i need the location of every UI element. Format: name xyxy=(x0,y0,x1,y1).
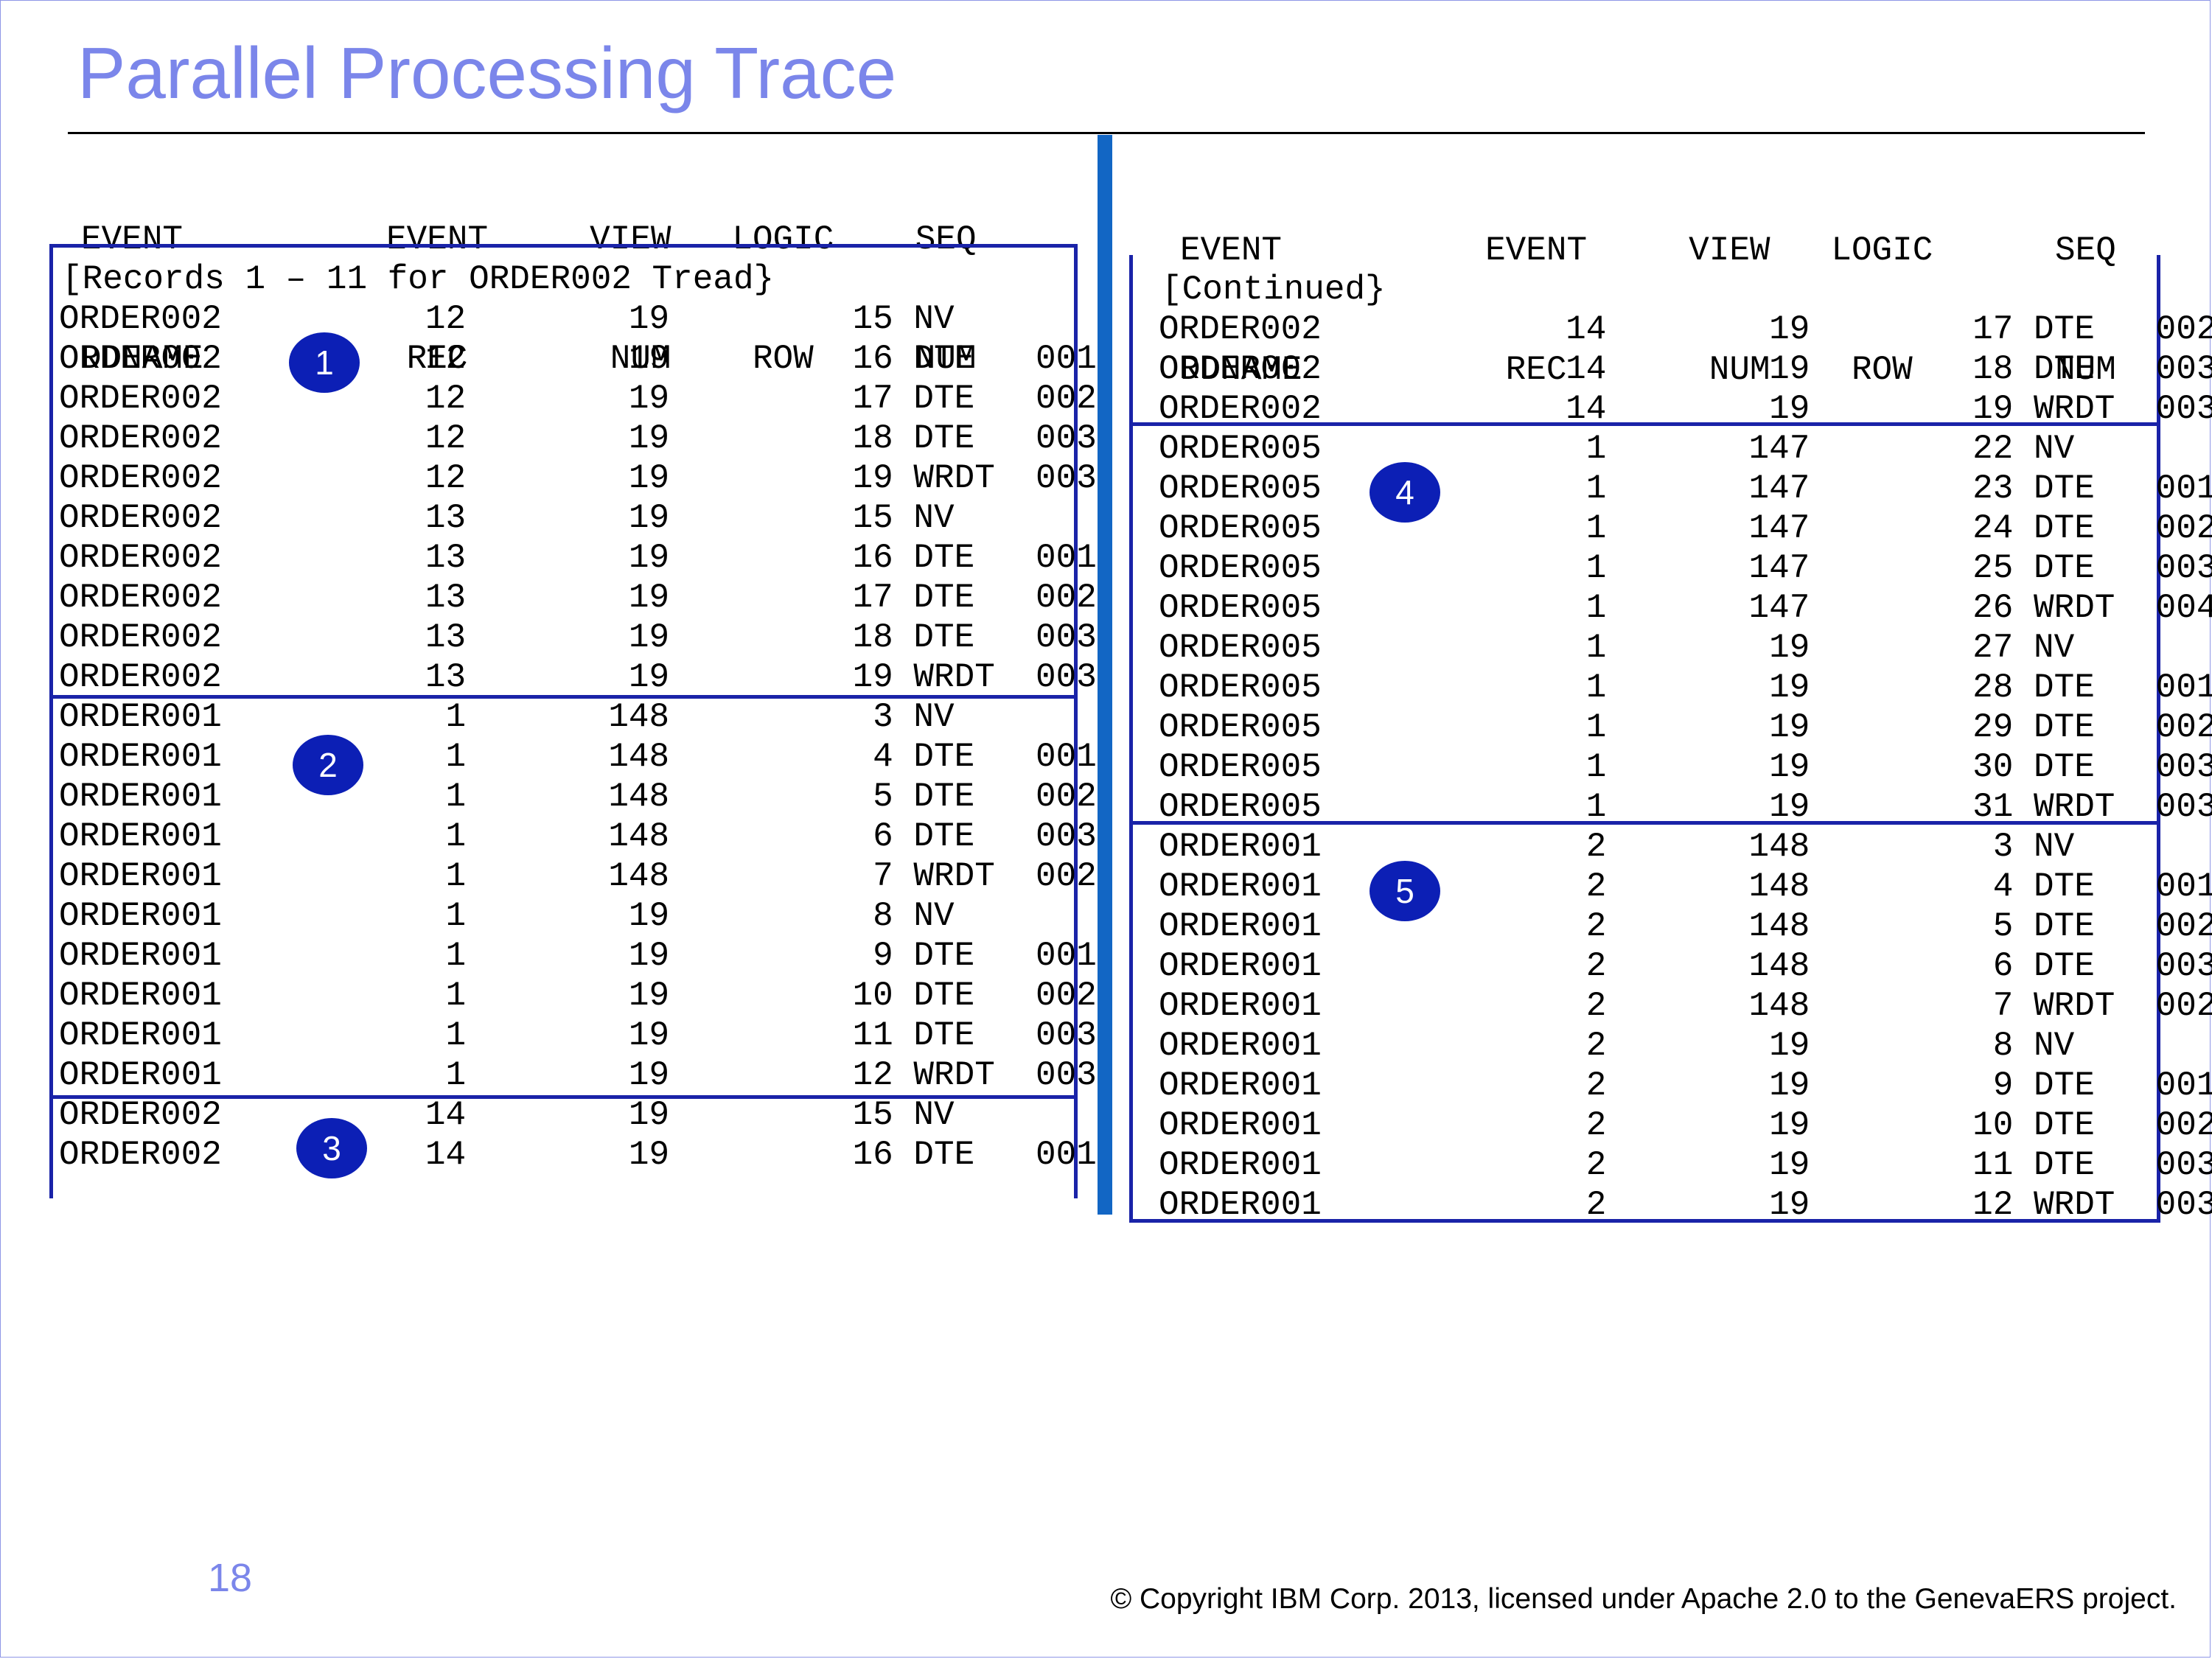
trace-row: ORDER001 2 19 10 DTE 002 xyxy=(1159,1106,2212,1145)
trace-row: ORDER001 2 19 8 NV xyxy=(1159,1027,2075,1065)
trace-row: ORDER005 1 19 30 DTE 003 xyxy=(1159,748,2212,786)
trace-row: ORDER001 2 148 6 DTE 003 xyxy=(1159,947,2212,985)
slide-title: Parallel Processing Trace xyxy=(77,32,897,113)
step-badge-2: 2 xyxy=(293,735,363,795)
trace-row: ORDER005 1 147 24 DTE 002 xyxy=(1159,509,2212,548)
left-header-line-1: EVENT EVENT VIEW LOGIC SEQ xyxy=(81,220,977,259)
left-rows: ORDER002 12 19 15 NV ORDER002 12 19 16 DT… xyxy=(59,299,1097,1175)
trace-row: ORDER005 1 19 29 DTE 002 xyxy=(1159,708,2212,747)
left-group-3-box xyxy=(49,1095,1078,1198)
trace-row: ORDER001 1 148 3 NV xyxy=(59,698,955,736)
trace-row: ORDER001 1 19 10 DTE 002 xyxy=(59,977,1097,1015)
trace-row: ORDER005 1 19 28 DTE 001 xyxy=(1159,668,2212,707)
trace-row: ORDER005 1 19 31 WRDT 003 xyxy=(1159,788,2212,826)
column-divider xyxy=(1098,135,1112,1215)
trace-row: ORDER001 1 148 6 DTE 003 xyxy=(59,817,1097,856)
right-note: [Continued} xyxy=(1162,270,1386,309)
trace-row: ORDER001 2 148 7 WRDT 002 xyxy=(1159,987,2212,1025)
right-rows: ORDER002 14 19 17 DTE 002 ORDER002 14 19 … xyxy=(1159,310,2212,1225)
trace-row: ORDER002 12 19 17 DTE 002 xyxy=(59,380,1097,418)
left-header-line-2: DDNAME REC NUM ROW NUM xyxy=(81,340,977,378)
trace-row: ORDER002 14 19 19 WRDT 003 xyxy=(1159,390,2212,428)
trace-row: ORDER002 13 19 19 WRDT 003 xyxy=(59,658,1097,696)
copyright-notice: © Copyright IBM Corp. 2013, licensed und… xyxy=(1110,1583,2177,1615)
trace-row: ORDER001 2 148 4 DTE 001 xyxy=(1159,867,2212,906)
trace-row: ORDER005 1 147 26 WRDT 004 xyxy=(1159,589,2212,627)
trace-row: ORDER002 14 19 18 DTE 003 xyxy=(1159,350,2212,388)
trace-row: ORDER002 12 19 18 DTE 003 xyxy=(59,419,1097,458)
page-number: 18 xyxy=(208,1556,253,1600)
trace-row: ORDER002 12 19 19 WRDT 003 xyxy=(59,459,1097,497)
step-badge-3: 3 xyxy=(296,1118,367,1178)
right-header-line-1: EVENT EVENT VIEW LOGIC SEQ xyxy=(1180,231,2116,270)
trace-row: ORDER001 1 19 9 DTE 001 xyxy=(59,937,1097,975)
right-header: EVENT EVENT VIEW LOGIC SEQ DDNAME REC NU… xyxy=(1180,151,2116,430)
trace-row: ORDER002 14 19 15 NV xyxy=(59,1096,955,1134)
right-header-line-2: DDNAME REC NUM ROW NUM xyxy=(1180,351,2116,389)
trace-row: ORDER001 2 19 11 DTE 003 xyxy=(1159,1146,2212,1184)
step-badge-4: 4 xyxy=(1370,462,1440,523)
trace-row: ORDER002 12 19 16 DTE 001 xyxy=(59,340,1097,378)
trace-row: ORDER002 13 19 17 DTE 002 xyxy=(59,579,1097,617)
trace-row: ORDER002 13 19 15 NV xyxy=(59,499,955,537)
trace-row: ORDER005 1 19 27 NV xyxy=(1159,629,2075,667)
left-note: [Records 1 – 11 for ORDER002 Tread} xyxy=(62,260,775,298)
trace-row: ORDER002 13 19 18 DTE 003 xyxy=(59,618,1097,657)
trace-row: ORDER002 14 19 16 DTE 001 xyxy=(59,1136,1097,1174)
trace-row: ORDER005 1 147 23 DTE 001 xyxy=(1159,469,2212,508)
trace-row: ORDER001 1 148 4 DTE 001 xyxy=(59,738,1097,776)
trace-row: ORDER001 2 19 12 WRDT 003 xyxy=(1159,1186,2212,1224)
step-badge-1: 1 xyxy=(289,332,360,393)
trace-row: ORDER005 1 147 22 NV xyxy=(1159,430,2075,468)
trace-row: ORDER001 1 19 12 WRDT 003 xyxy=(59,1056,1097,1094)
trace-row: ORDER001 1 148 5 DTE 002 xyxy=(59,778,1097,816)
trace-row: ORDER002 12 19 15 NV xyxy=(59,300,955,338)
trace-row: ORDER001 2 148 5 DTE 002 xyxy=(1159,907,2212,946)
trace-row: ORDER002 14 19 17 DTE 002 xyxy=(1159,310,2212,349)
trace-row: ORDER001 2 148 3 NV xyxy=(1159,828,2075,866)
trace-row: ORDER001 2 19 9 DTE 001 xyxy=(1159,1066,2212,1105)
left-header: EVENT EVENT VIEW LOGIC SEQ DDNAME REC NU… xyxy=(81,140,977,419)
right-group-3-box xyxy=(1129,821,2160,1223)
trace-row: ORDER001 1 19 8 NV xyxy=(59,897,955,935)
step-badge-5: 5 xyxy=(1370,861,1440,921)
trace-row: ORDER002 13 19 16 DTE 001 xyxy=(59,539,1097,577)
trace-row: ORDER005 1 147 25 DTE 003 xyxy=(1159,549,2212,587)
title-underline xyxy=(68,132,2145,134)
trace-row: ORDER001 1 19 11 DTE 003 xyxy=(59,1016,1097,1055)
trace-row: ORDER001 1 148 7 WRDT 002 xyxy=(59,857,1097,895)
